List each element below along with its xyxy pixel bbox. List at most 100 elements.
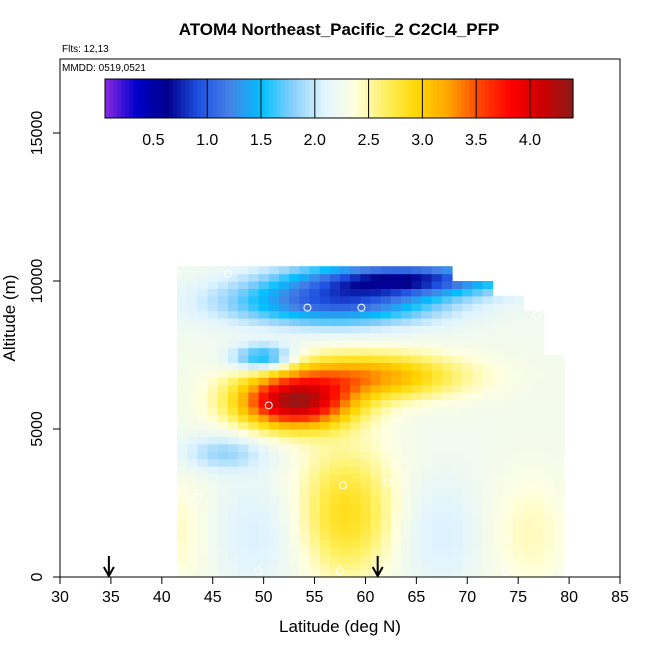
heatmap-cell [340, 392, 351, 400]
heatmap-cell [258, 517, 270, 526]
heatmap-cell [543, 369, 555, 378]
heatmap-cell [319, 295, 331, 304]
heatmap-cell [207, 458, 219, 467]
heatmap-cell [441, 399, 453, 408]
colorbar-swatch [449, 79, 454, 118]
heatmap-cell [390, 340, 402, 349]
colorbar-swatch [481, 79, 486, 118]
heatmap-cell [482, 362, 494, 371]
colorbar-swatch [365, 79, 370, 118]
x-tick-label: 75 [509, 589, 527, 606]
heatmap-cell [309, 414, 321, 423]
heatmap-cell [309, 466, 321, 474]
heatmap-cell [289, 347, 300, 356]
heatmap-cell [278, 377, 290, 386]
heatmap-cell [452, 547, 463, 556]
heatmap-cell [462, 406, 473, 415]
heatmap-cell [258, 369, 270, 378]
heatmap-cell [350, 362, 361, 371]
heatmap-cell [553, 414, 565, 423]
heatmap-cell [350, 318, 361, 326]
heatmap-cell [197, 325, 209, 334]
heatmap-cell [441, 295, 453, 304]
heatmap-cell [370, 532, 382, 541]
heatmap-cell [319, 488, 331, 497]
heatmap-cell [482, 377, 494, 386]
heatmap-cell [533, 532, 545, 541]
heatmap-cell [390, 310, 402, 319]
heatmap-cell [340, 503, 351, 511]
heatmap-cell [319, 273, 331, 282]
heatmap-cell [462, 480, 473, 489]
colorbar-swatch [189, 79, 194, 118]
heatmap-cell [248, 273, 260, 282]
heatmap-cell [299, 377, 311, 386]
heatmap-cell [177, 473, 188, 482]
heatmap-cell [543, 355, 555, 363]
heatmap-cell [187, 355, 199, 363]
colorbar-swatch [105, 79, 110, 118]
heatmap-cell [411, 451, 423, 460]
heatmap-cell [523, 377, 535, 386]
heatmap-cell [553, 436, 565, 445]
heatmap-cell [248, 332, 260, 341]
colorbar-swatch [197, 79, 202, 118]
heatmap-cell [401, 480, 412, 489]
heatmap-cell [238, 384, 249, 393]
heatmap-cell [319, 281, 331, 289]
heatmap-cell [217, 495, 229, 504]
heatmap-cell [340, 295, 351, 304]
heatmap-cell [268, 318, 280, 326]
heatmap-cell [401, 362, 412, 371]
heatmap-cell [523, 532, 535, 541]
colorbar-swatch [353, 79, 358, 118]
heatmap-cell [553, 399, 565, 408]
heatmap-cell [482, 429, 494, 437]
heatmap-cell [513, 488, 524, 497]
heatmap-cell [441, 303, 453, 312]
heatmap-cell [197, 503, 209, 511]
heatmap-cell [421, 510, 433, 519]
heatmap-cell [401, 288, 412, 297]
heatmap-cell [248, 554, 260, 563]
heatmap-cell [452, 532, 463, 541]
heatmap-cell [217, 325, 229, 334]
heatmap-cell [411, 303, 423, 312]
heatmap-cell [492, 399, 504, 408]
heatmap-cell [431, 562, 443, 571]
heatmap-cell [207, 399, 219, 408]
heatmap-cell [177, 384, 188, 393]
colorbar-swatch [409, 79, 414, 118]
heatmap-cell [187, 421, 199, 430]
heatmap-cell [258, 473, 270, 482]
heatmap-cell [238, 362, 249, 371]
heatmap-cell [289, 554, 300, 563]
heatmap-cell [472, 399, 484, 408]
heatmap-cell [421, 369, 433, 378]
heatmap-cell [248, 451, 260, 460]
heatmap-cell [309, 318, 321, 326]
heatmap-cell [299, 525, 311, 534]
colorbar-swatch [145, 79, 150, 118]
heatmap-cell [472, 547, 484, 556]
heatmap-cell [431, 303, 443, 312]
heatmap-cell [329, 332, 341, 341]
x-tick-label: 40 [153, 589, 171, 606]
heatmap-cell [340, 355, 351, 363]
heatmap-cell [268, 392, 280, 400]
heatmap-cell [268, 554, 280, 563]
heatmap-cell [299, 392, 311, 400]
heatmap-cell [177, 362, 188, 371]
heatmap-cell [431, 488, 443, 497]
heatmap-cell [350, 377, 361, 386]
heatmap-cell [197, 451, 209, 460]
heatmap-cell [268, 355, 280, 363]
heatmap-cell [411, 266, 423, 275]
heatmap-cell [431, 273, 443, 282]
heatmap-cell [390, 569, 402, 578]
heatmap-cell [380, 547, 392, 556]
heatmap-cell [380, 458, 392, 467]
heatmap-cell [187, 406, 199, 415]
heatmap-cell [523, 406, 535, 415]
heatmap-cell [319, 562, 331, 571]
